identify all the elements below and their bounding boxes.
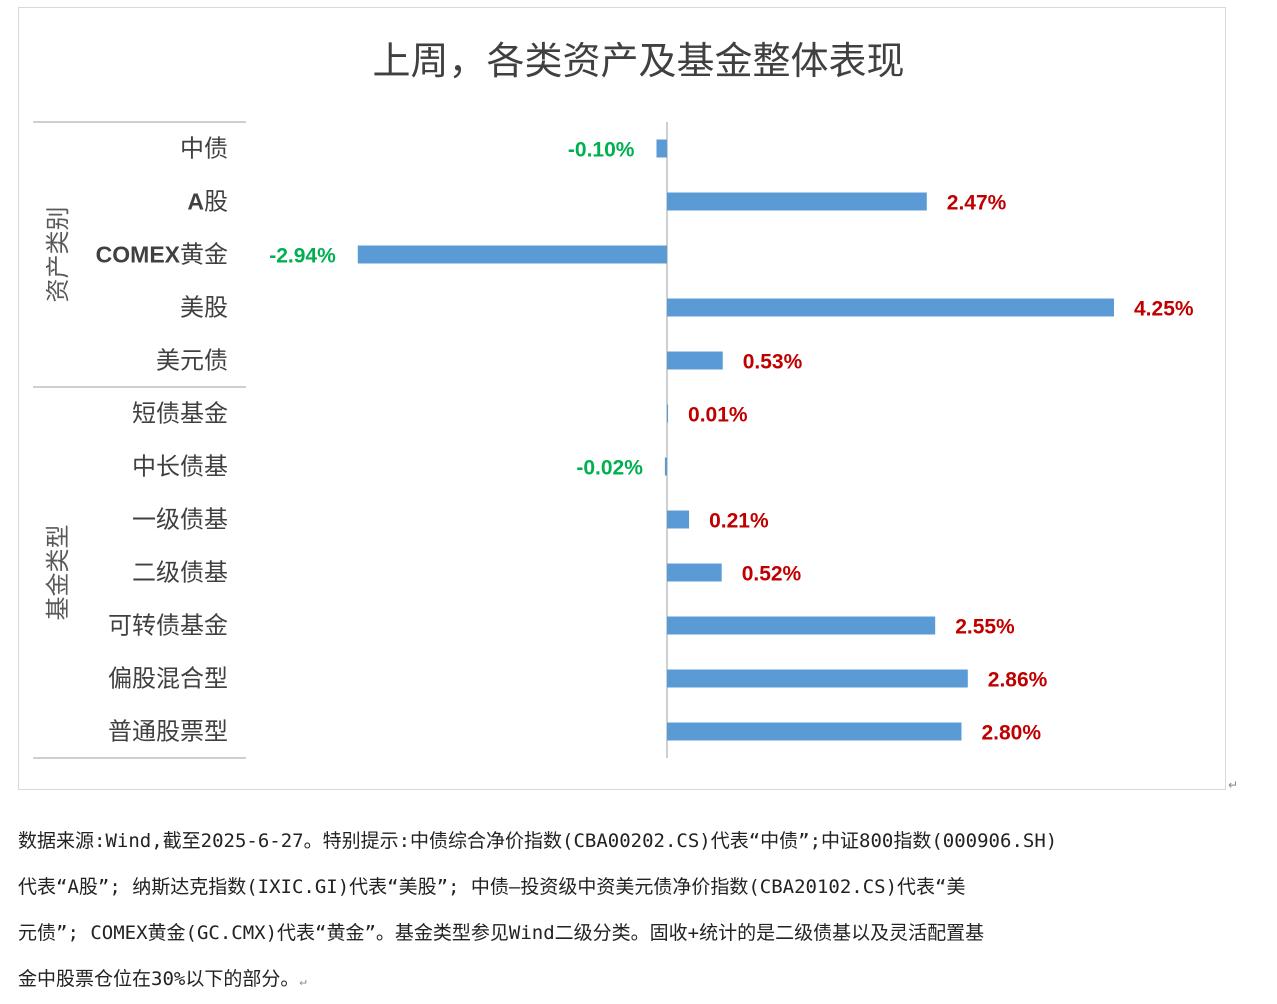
value-label: 0.01% xyxy=(688,404,748,427)
group-label: 基金类型 xyxy=(44,525,72,621)
category-label: 一级债基 xyxy=(132,506,228,534)
category-label: A股 xyxy=(187,188,228,216)
source-note-line-4: 金中股票仓位在30%以下的部分。↵ xyxy=(18,956,1263,1004)
chart-frame xyxy=(18,7,1226,790)
category-label: 普通股票型 xyxy=(108,718,228,746)
value-label: 0.52% xyxy=(742,563,802,586)
chart-title: 上周，各类资产及基金整体表现 xyxy=(372,39,905,83)
source-note-line-3: 元债”; COMEX黄金(GC.CMX)代表“黄金”。基金类型参见Wind二级分… xyxy=(18,922,985,944)
chart-bars xyxy=(357,139,1114,741)
source-note: 数据来源:Wind,截至2025-6-27。特别提示:中债综合净价指数(CBA0… xyxy=(18,818,1263,1004)
source-note-line-1: 数据来源:Wind,截至2025-6-27。特别提示:中债综合净价指数(CBA0… xyxy=(18,830,1058,852)
category-label: COMEX黄金 xyxy=(96,241,228,269)
value-label: 0.53% xyxy=(743,351,803,374)
bar xyxy=(667,616,936,635)
value-label: -0.10% xyxy=(568,139,635,162)
chart-axes xyxy=(33,121,668,759)
bar xyxy=(667,510,690,529)
category-label: 中债 xyxy=(180,135,228,163)
value-label: 2.86% xyxy=(988,669,1048,692)
bar xyxy=(667,298,1114,317)
value-label: 2.47% xyxy=(947,192,1007,215)
value-label: 2.80% xyxy=(981,722,1041,745)
category-label: 可转债基金 xyxy=(108,612,228,640)
bar xyxy=(357,245,667,264)
bar xyxy=(667,351,723,370)
category-label: 短债基金 xyxy=(132,400,228,428)
bar xyxy=(667,192,927,211)
value-label: -0.02% xyxy=(576,457,643,480)
bar xyxy=(667,404,669,423)
group-label: 资产类别 xyxy=(44,207,72,303)
category-label: 二级债基 xyxy=(132,559,228,587)
category-label: 偏股混合型 xyxy=(108,665,228,693)
source-note-line-4-text: 金中股票仓位在30%以下的部分。 xyxy=(18,968,300,990)
bar xyxy=(667,722,962,741)
bar xyxy=(656,139,667,158)
category-label: 美股 xyxy=(180,294,228,322)
bar xyxy=(664,457,667,476)
paragraph-mark-1: ↵ xyxy=(1228,778,1239,792)
value-label: 4.25% xyxy=(1134,298,1194,321)
category-label: 中长债基 xyxy=(132,453,228,481)
value-label: -2.94% xyxy=(269,245,336,268)
bar xyxy=(667,563,722,582)
category-label: 美元债 xyxy=(156,347,228,375)
paragraph-mark-2: ↵ xyxy=(299,974,307,988)
value-label: 0.21% xyxy=(709,510,769,533)
source-note-line-2: 代表“A股”; 纳斯达克指数(IXIC.GI)代表“美股”; 中债—投资级中资美… xyxy=(18,876,966,898)
value-label: 2.55% xyxy=(955,616,1015,639)
bar xyxy=(667,669,968,688)
